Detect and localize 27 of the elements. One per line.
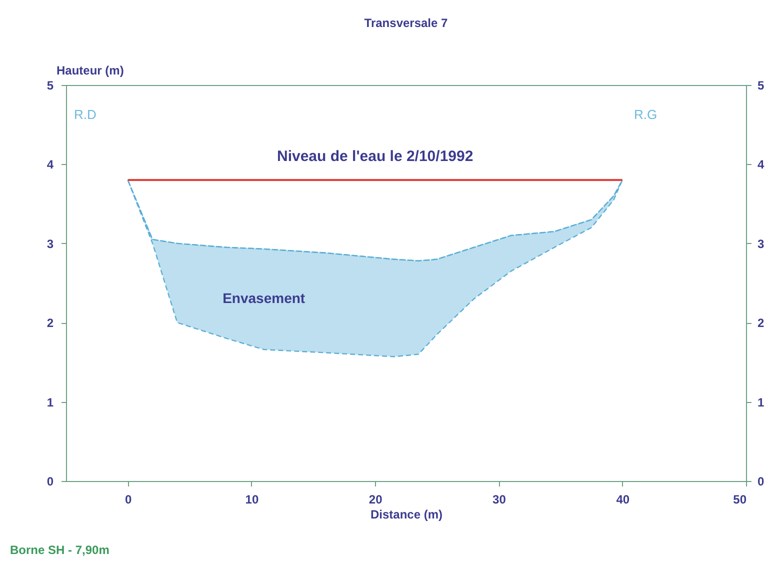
chart-title: Transversale 7	[364, 16, 448, 30]
y2-tick-label: 5	[758, 78, 764, 92]
x-tick-label: 10	[245, 492, 259, 506]
y-tick-label: 1	[46, 395, 54, 410]
x-tick-label: 20	[368, 492, 383, 506]
x-tick-label: 0	[124, 492, 132, 506]
y2-tick-label: 1	[758, 395, 764, 410]
y-tick-label: 5	[46, 78, 54, 92]
y-tick-label: 3	[46, 236, 54, 251]
y-tick-label: 0	[46, 474, 54, 488]
series-label: Niveau de l'eau le 2/10/1992	[276, 148, 474, 166]
y2-tick-label: 2	[758, 316, 764, 330]
line-series	[127, 179, 623, 262]
y2-tick-label: 4	[758, 158, 764, 172]
annotation: R.D	[74, 107, 96, 122]
x-tick-label: 40	[616, 492, 630, 506]
text: Envasement	[222, 290, 306, 306]
x-tick-label: 30	[492, 492, 506, 506]
y2-tick-label: 3	[758, 236, 764, 251]
x-axis-title: Distance (m)	[370, 508, 443, 522]
annotation: R.G	[634, 107, 658, 122]
y-axis-title: Hauteur (m)	[56, 64, 124, 78]
y2-tick-label: 0	[758, 474, 764, 488]
y-tick-label: 4	[46, 158, 54, 172]
x-tick-label: 50	[733, 492, 747, 506]
y-tick-label: 2	[46, 316, 54, 330]
text: Borne SH - 7,90m	[10, 543, 110, 557]
